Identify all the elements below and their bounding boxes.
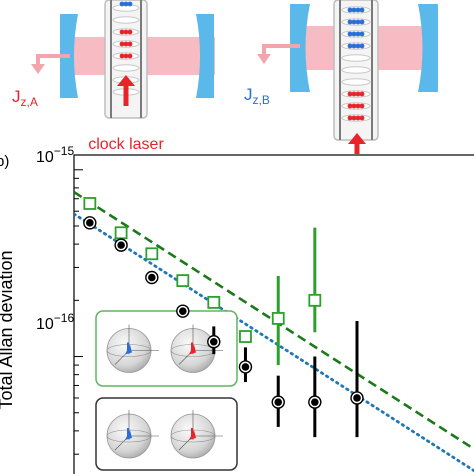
atom-dot: [351, 103, 357, 109]
atom-dot: [351, 7, 357, 13]
atom-dot: [123, 29, 129, 35]
atom-dot: [351, 91, 357, 97]
axis-ticks: [74, 169, 83, 455]
clock-laser-arrow: [117, 75, 135, 106]
atom-dot: [351, 19, 357, 25]
mirror-right-a: [196, 14, 214, 98]
atom-dot: [347, 91, 353, 97]
atom-dot: [351, 43, 357, 49]
blue-dotted-fit-line: [74, 212, 474, 473]
atom-dot: [355, 31, 361, 37]
atom-dot: [359, 43, 365, 49]
allan-plot: Total Allan deviation 10−15 10−16: [0, 144, 474, 474]
fit-lines: [74, 190, 474, 473]
bloch-sphere: [106, 410, 159, 459]
output-arrow-a: [36, 54, 70, 66]
atom-dot: [359, 103, 365, 109]
mirror-right-b: [418, 4, 438, 92]
bloch-insets: [95, 310, 238, 471]
black-circle-marker-core: [209, 337, 218, 346]
bloch-sphere: [106, 324, 159, 373]
black-circle-marker-core: [353, 394, 361, 402]
green-square-marker: [239, 330, 252, 343]
clock-laser-label: clock laser: [88, 136, 164, 153]
atom-dot: [347, 31, 353, 37]
green-square-marker: [207, 295, 221, 309]
atom-dot: [119, 41, 125, 47]
schematic-panel: Jz,A clock laser Jz,B: [12, 0, 438, 154]
green-square-marker: [308, 293, 322, 307]
atom-dot: [355, 7, 361, 13]
green-dashed-fit-line: [74, 190, 474, 451]
lattice-sites-b: [341, 6, 371, 122]
panel-label: b): [0, 153, 9, 170]
data-marks: [83, 197, 364, 438]
atom-dot: [123, 53, 129, 59]
atom-dot: [359, 7, 365, 13]
black-circle-marker-core: [241, 363, 250, 371]
green-square-marker: [83, 197, 97, 210]
cavity-a: Jz,A clock laser: [12, 0, 215, 153]
black-circle-marker-core: [86, 219, 94, 227]
atom-dot: [355, 115, 361, 121]
inset-black: [95, 397, 238, 471]
atom-dot: [359, 91, 365, 97]
y-axis-label: Total Allan deviation: [0, 250, 16, 409]
atom-dot: [347, 115, 353, 121]
atom-dot: [359, 115, 365, 121]
atom-dot: [347, 19, 353, 25]
plot-frame: [73, 154, 474, 474]
black-circle-marker-core: [179, 307, 187, 315]
jz-b-label: Jz,B: [244, 85, 270, 107]
cavity-b: Jz,B: [244, 0, 438, 154]
atom-dot: [347, 103, 353, 109]
inset-green: [95, 310, 238, 387]
clock-laser-arrow-b: [348, 133, 366, 154]
atom-dot: [123, 1, 129, 7]
black-circle-marker-core: [311, 398, 319, 406]
green-square-marker: [271, 312, 285, 325]
output-arrow-b: [262, 44, 300, 56]
atom-dot: [119, 1, 125, 7]
atom-dot: [359, 19, 365, 25]
atom-dot: [119, 29, 125, 35]
atom-dot: [127, 53, 133, 59]
atom-dot: [123, 41, 129, 47]
atom-dot: [347, 7, 353, 13]
black-circle-marker-core: [117, 241, 125, 249]
atom-dot: [351, 31, 357, 37]
green-square-marker: [114, 226, 128, 240]
atom-dot: [355, 91, 361, 97]
green-square-marker: [176, 274, 190, 288]
black-circle-marker-core: [148, 273, 156, 282]
atom-dot: [127, 1, 133, 7]
atom-dot: [355, 43, 361, 49]
green-square-marker: [145, 247, 159, 261]
atom-dot: [347, 43, 353, 49]
jz-a-label: Jz,A: [12, 87, 38, 109]
atom-dot: [355, 103, 361, 109]
bloch-sphere: [170, 410, 223, 459]
atom-dot: [119, 53, 125, 59]
atom-dot: [127, 29, 133, 35]
atom-dot: [351, 115, 357, 121]
black-circle-marker-core: [274, 398, 283, 406]
atom-dot: [127, 41, 133, 47]
atom-dot: [355, 19, 361, 25]
lattice-sites-a: [112, 1, 140, 96]
y-tick-label-1e-15: 10−15: [36, 144, 74, 166]
y-tick-label-1e-16: 10−16: [36, 311, 74, 333]
atom-dot: [359, 31, 365, 37]
